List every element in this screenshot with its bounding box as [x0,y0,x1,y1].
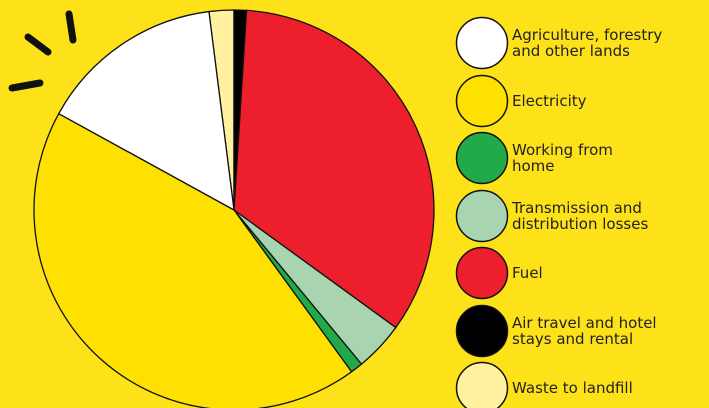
legend-item: Waste to landfill [455,360,633,408]
legend-item: Transmission and distribution losses [455,188,648,244]
pie [0,0,450,408]
legend-marker [457,75,508,126]
legend-swatch [455,304,509,358]
legend-marker [457,18,508,69]
legend-label: Agriculture, forestry and other lands [512,27,662,59]
legend-label: Waste to landfill [512,380,633,396]
legend-item: Electricity [455,73,587,129]
legend-label: Electricity [512,93,587,109]
legend-label: Air travel and hotel stays and rental [512,315,657,347]
legend-marker [457,248,508,299]
legend-item: Air travel and hotel stays and rental [455,303,657,359]
legend-swatch [455,361,509,408]
legend-marker [457,133,508,184]
legend-swatch [455,131,509,185]
legend-swatch [455,246,509,300]
legend-swatch [455,189,509,243]
legend-swatch [455,74,509,128]
legend-marker [457,190,508,241]
legend-label: Transmission and distribution losses [512,200,648,232]
legend-marker [457,305,508,356]
legend-label: Working from home [512,142,613,174]
decoration [12,14,73,88]
legend-item: Working from home [455,130,613,186]
legend-item: Fuel [455,245,543,301]
chart: Agriculture, forestry and other lands Ele… [0,0,709,408]
legend-label: Fuel [512,265,543,281]
legend-item: Agriculture, forestry and other lands [455,15,662,71]
legend-marker [457,363,508,408]
legend-swatch [455,16,509,70]
